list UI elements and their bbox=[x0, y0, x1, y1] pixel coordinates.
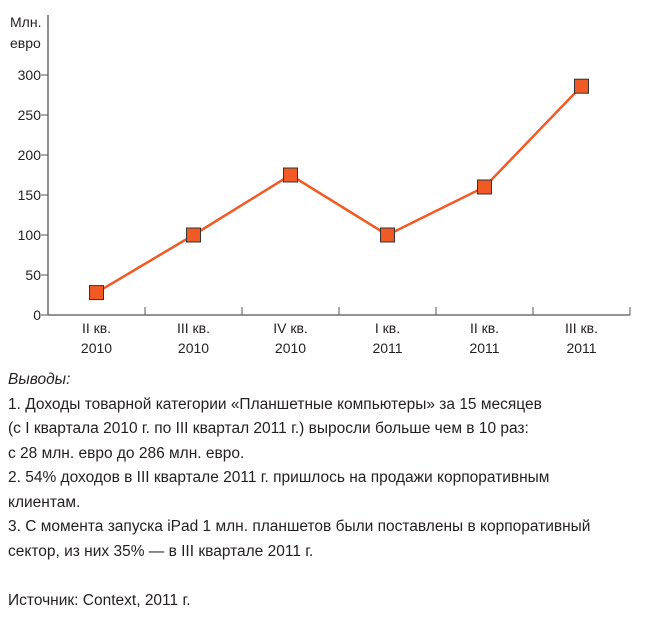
y-tick-label: 0 bbox=[33, 307, 41, 323]
line-chart: Млн. евро 0 50 100 150 200 250 300 II кв. 2010 III … bbox=[10, 14, 631, 356]
note-line: с 28 млн. евро до 286 млн. евро. bbox=[8, 444, 245, 462]
y-tick-label: 50 bbox=[25, 267, 41, 283]
x-tick-label: 2010 bbox=[178, 340, 209, 356]
note-line: (с I квартала 2010 г. по III квартал 201… bbox=[8, 420, 529, 437]
data-point bbox=[574, 78, 589, 94]
conclusions-header: Выводы: bbox=[8, 371, 71, 388]
x-tick-label: III кв. bbox=[177, 320, 210, 336]
y-tick-label: 200 bbox=[18, 147, 42, 163]
note-line: 3. С момента запуска iPad 1 млн. планшет… bbox=[8, 518, 591, 535]
conclusions: Выводы: 1. Доходы товарной категории «Пл… bbox=[8, 368, 590, 564]
note-line: клиентам. bbox=[8, 493, 81, 511]
y-tick-label: 100 bbox=[18, 227, 42, 243]
x-tick-label: II кв. bbox=[470, 320, 499, 336]
y-tick-label: 300 bbox=[18, 67, 42, 83]
x-tick-label: IV кв. bbox=[273, 320, 308, 336]
series-line bbox=[95, 85, 583, 294]
data-point bbox=[89, 285, 104, 301]
x-tick-label: 2011 bbox=[372, 340, 402, 356]
x-tick-label: III кв. bbox=[565, 320, 598, 336]
x-tick-label: 2011 bbox=[469, 340, 499, 356]
x-tick-label: I кв. bbox=[375, 320, 400, 336]
note-line: 1. Доходы товарной категории «Планшетные… bbox=[8, 395, 542, 413]
y-tick-label: 150 bbox=[18, 187, 42, 203]
note-line: сектор, из них 35% — в III квартале 2011… bbox=[8, 542, 314, 560]
y-axis-label: Млн. bbox=[10, 14, 41, 30]
x-tick-label: II кв. bbox=[82, 320, 111, 336]
data-point bbox=[380, 227, 395, 243]
x-tick-label: 2011 bbox=[566, 340, 596, 356]
y-tick-label: 250 bbox=[18, 107, 42, 123]
y-axis-label: евро bbox=[10, 35, 41, 51]
source-note: Источник: Context, 2011 г. bbox=[8, 592, 191, 609]
data-point bbox=[283, 167, 298, 183]
note-line: 2. 54% доходов в III квартале 2011 г. пр… bbox=[8, 469, 550, 486]
x-tick-label: 2010 bbox=[81, 340, 112, 356]
x-tick-label: 2010 bbox=[275, 340, 306, 356]
data-point bbox=[477, 179, 492, 195]
data-point bbox=[186, 227, 201, 243]
